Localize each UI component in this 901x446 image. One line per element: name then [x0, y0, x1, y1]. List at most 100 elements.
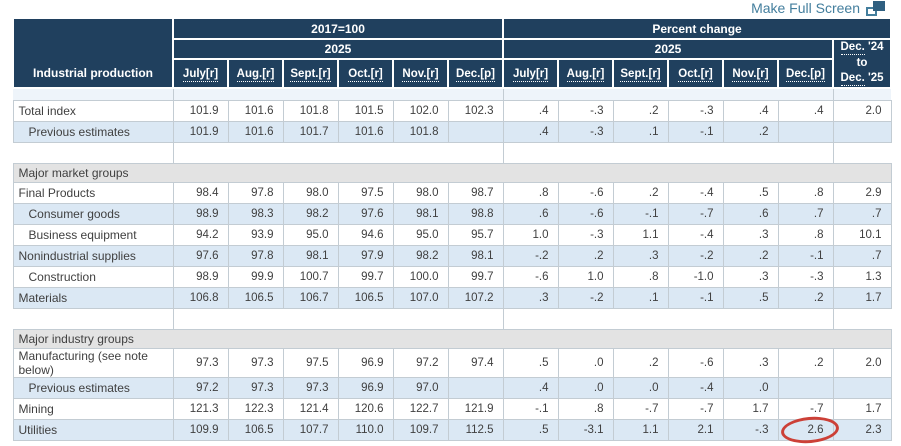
table-row: Business equipment 94.2 93.9 95.0 94.6 95.0 95…	[12, 224, 892, 247]
pct-change-cell: -.6	[667, 348, 724, 379]
percent-group-header: Percent change	[502, 17, 893, 40]
index-value-cell: 97.9	[337, 245, 394, 268]
spacer-cell	[173, 308, 504, 330]
corner-header: Industrial production	[12, 17, 174, 89]
index-month-oct[interactable]: Oct.[r]	[337, 58, 394, 89]
index-value-cell: 97.8	[227, 245, 284, 268]
index-value-cell: 110.0	[337, 419, 394, 442]
index-value-cell: 106.5	[337, 287, 394, 310]
index-value-cell: 97.4	[447, 348, 504, 379]
index-value-cell: 97.8	[227, 182, 284, 205]
index-month-july[interactable]: July[r]	[172, 58, 229, 89]
pct-change-cell: -.1	[667, 287, 724, 310]
index-value-cell: 101.6	[227, 100, 284, 123]
index-value-cell: 122.7	[392, 398, 449, 421]
index-value-cell: 97.5	[282, 348, 339, 379]
pct-change-cell: .3	[722, 348, 779, 379]
index-value-cell: 98.0	[392, 182, 449, 205]
table-row: Nonindustrial supplies 97.6 97.8 98.1 97.9 98…	[12, 245, 892, 268]
pct-change-cell: .0	[722, 377, 779, 400]
pct-change-cell: .3	[612, 245, 669, 268]
industrial-production-page: Make Full Screen Industrial production 2…	[12, 0, 893, 446]
index-value-cell: 121.9	[447, 398, 504, 421]
pct-change-cell: .3	[722, 266, 779, 289]
pct-change-cell: 2.1	[667, 419, 724, 442]
pct-change-cell: -.1	[502, 398, 559, 421]
pct-change-cell: -.3	[722, 419, 779, 442]
index-value-cell: 94.2	[172, 224, 229, 247]
pct-change-cell: -.6	[557, 203, 614, 226]
index-month-dec[interactable]: Dec.[p]	[446, 58, 505, 89]
yearly-change-cell: .7	[832, 203, 892, 226]
index-value-cell: 109.7	[392, 419, 449, 442]
pct-change-cell: .8	[557, 398, 614, 421]
index-value-cell: 101.6	[227, 121, 284, 144]
pct-month-dec[interactable]: Dec.[p]	[777, 58, 835, 89]
pct-change-cell: -.1	[777, 245, 834, 268]
pct-month-aug[interactable]: Aug.[r]	[557, 58, 615, 89]
index-month-aug[interactable]: Aug.[r]	[227, 58, 284, 89]
index-value-cell: 107.0	[392, 287, 449, 310]
index-value-cell: 93.9	[227, 224, 284, 247]
index-value-cell: 120.6	[337, 398, 394, 421]
pct-change-cell: .1	[612, 121, 669, 144]
index-month-nov[interactable]: Nov.[r]	[392, 58, 449, 89]
section-header-label: Major industry groups	[12, 329, 892, 350]
index-value-cell: 98.9	[172, 203, 229, 226]
table-row: Previous estimates 101.9 101.6 101.7 101.6 10…	[12, 121, 892, 144]
spacer-row	[13, 308, 892, 330]
pct-month-nov[interactable]: Nov.[r]	[722, 58, 780, 89]
spacer-row	[13, 142, 892, 164]
table-row: Utilities 109.9 106.5 107.7 110.0 109.7 112.5.…	[12, 414, 892, 446]
table-row: Total index 101.9 101.6 101.8 101.5 102.0 102.…	[12, 100, 892, 123]
pct-change-cell: .8	[777, 182, 834, 205]
pct-change-cell: .5	[502, 348, 559, 379]
yearly-change-cell: 1.7	[832, 287, 892, 310]
index-value-cell: 107.7	[282, 419, 339, 442]
index-value-cell: 101.5	[337, 100, 394, 123]
index-value-cell: 101.8	[392, 121, 449, 144]
industrial-production-table: Industrial production 2017=100 Percent c…	[12, 17, 893, 446]
index-value-cell: 94.6	[337, 224, 394, 247]
pct-change-cell: .3	[502, 287, 559, 310]
pct-change-cell	[777, 377, 834, 400]
index-value-cell: 101.9	[172, 100, 229, 123]
pct-month-july[interactable]: July[r]	[502, 58, 560, 89]
yearly-change-cell: 2.3	[832, 419, 892, 442]
make-full-screen-link[interactable]: Make Full Screen	[751, 0, 885, 16]
row-label: Previous estimates	[12, 377, 174, 400]
pct-change-cell: -1.0	[667, 266, 724, 289]
change-header-dec25[interactable]: Dec.	[840, 72, 865, 87]
pct-change-cell: .4	[502, 377, 559, 400]
pct-change-cell: .6	[722, 203, 779, 226]
pct-month-sept[interactable]: Sept.[r]	[612, 58, 670, 89]
pct-change-cell: .4	[777, 100, 834, 123]
change-header-dec24[interactable]: Dec.	[840, 41, 865, 55]
index-month-sept[interactable]: Sept.[r]	[282, 58, 339, 89]
pct-change-cell: 1.0	[557, 266, 614, 289]
row-label: Nonindustrial supplies	[12, 245, 174, 268]
pct-month-oct[interactable]: Oct.[r]	[667, 58, 725, 89]
pct-change-cell: -.3	[557, 224, 614, 247]
index-value-cell: 106.5	[227, 419, 284, 442]
pct-change-cell: .2	[557, 245, 614, 268]
pct-change-cell	[777, 121, 834, 144]
index-value-cell: 97.3	[227, 348, 284, 379]
pct-change-cell: .2	[612, 348, 669, 379]
index-value-cell	[447, 377, 504, 400]
pct-change-cell: .5	[722, 182, 779, 205]
spacer-cell	[503, 87, 834, 102]
yearly-change-cell: 1.3	[832, 266, 892, 289]
table-row: Materials 106.8 106.5 106.7 106.5 107.0 107.2.…	[12, 287, 892, 310]
index-value-cell: 98.2	[392, 245, 449, 268]
pct-change-cell: .2	[777, 287, 834, 310]
index-value-cell: 98.8	[447, 203, 504, 226]
index-value-cell: 101.8	[282, 100, 339, 123]
row-label: Final Products	[12, 182, 174, 205]
row-label: Manufacturing (see note below)	[12, 348, 174, 379]
pct-change-cell: -.7	[777, 398, 834, 421]
table-row: Final Products 98.4 97.8 98.0 97.5 98.0 98.7.8…	[12, 182, 892, 205]
index-value-cell: 98.1	[282, 245, 339, 268]
index-value-cell: 96.9	[337, 348, 394, 379]
row-label: Utilities	[12, 419, 174, 442]
